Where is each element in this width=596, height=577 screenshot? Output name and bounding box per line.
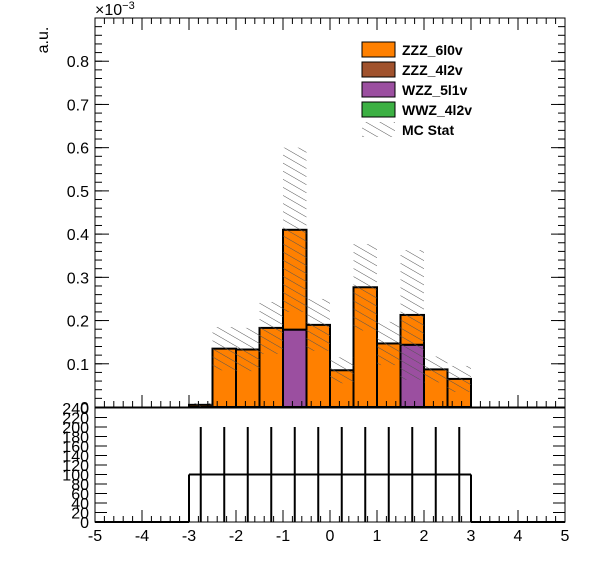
legend-swatch [361,81,396,98]
multiplier-base: ×10 [95,2,122,19]
stat-error-band [259,301,283,354]
y-tick-label: 180 [62,430,89,447]
legend-label: WZZ_5l1v [402,82,468,98]
stat-error-band [212,327,236,371]
y-tick-label: 0.5 [67,184,89,201]
stat-error-band [377,321,401,366]
y-tick-label: 200 [62,420,89,437]
y-tick-label: 0.7 [67,97,89,114]
x-tick-label: -3 [182,528,196,545]
x-tick-label: 5 [561,528,570,545]
y-tick-label: 0.8 [67,54,89,71]
y-tick-label: 160 [62,439,89,456]
multiplier-exponent: −3 [122,0,135,12]
x-tick-label: -1 [276,528,290,545]
y-tick-label: 0.6 [67,141,89,158]
y-tick-label: 100 [62,468,89,485]
stat-error-band [353,244,377,331]
x-tick-label: 3 [467,528,476,545]
legend-swatch [361,61,396,78]
stat-error-band [236,327,260,372]
x-tick-label: 2 [420,528,429,545]
y-tick-label: 0.2 [67,314,89,331]
y-tick-label: 0 [80,400,89,417]
y-tick-label: 0.4 [67,227,89,244]
y-tick-label: 120 [62,458,89,475]
stat-error-band [283,147,307,312]
legend-swatch [362,122,395,137]
legend-label: ZZZ_4l2v [402,62,463,78]
y-tick-label: 60 [71,487,89,504]
x-tick-label: 4 [514,528,523,545]
legend-label: WWZ_4l2v [402,102,472,118]
stat-error-band [447,365,471,392]
y-tick-label: 0 [80,515,89,532]
x-tick-label: -4 [135,528,149,545]
stat-error-band [306,298,330,351]
y-tick-label: 80 [71,477,89,494]
x-tick-label: 0 [326,528,335,545]
stat-error-band [400,250,424,380]
y-tick-label: 20 [71,506,89,523]
stat-error-band [189,403,213,407]
y-tick-label: 0.3 [67,270,89,287]
x-tick-label: 1 [373,528,382,545]
legend-label: ZZZ_6l0v [402,42,463,58]
legend-label: MC Stat [402,122,454,138]
x-tick-label: -2 [229,528,243,545]
y-tick-label: 140 [62,449,89,466]
y-axis-label: a.u. [35,27,52,54]
y-tick-label: 40 [71,496,89,513]
stat-error-band [330,357,354,384]
y-tick-label: 240 [62,401,89,418]
stat-error-band [424,356,448,383]
x-tick-label: -5 [88,528,102,545]
y-tick-label: 0.1 [67,357,89,374]
legend-swatch [361,41,396,58]
y-tick-label: 220 [62,411,89,428]
y-multiplier: ×10−3 [95,0,135,19]
legend-swatch [361,101,396,118]
histogram-bar [282,328,308,409]
